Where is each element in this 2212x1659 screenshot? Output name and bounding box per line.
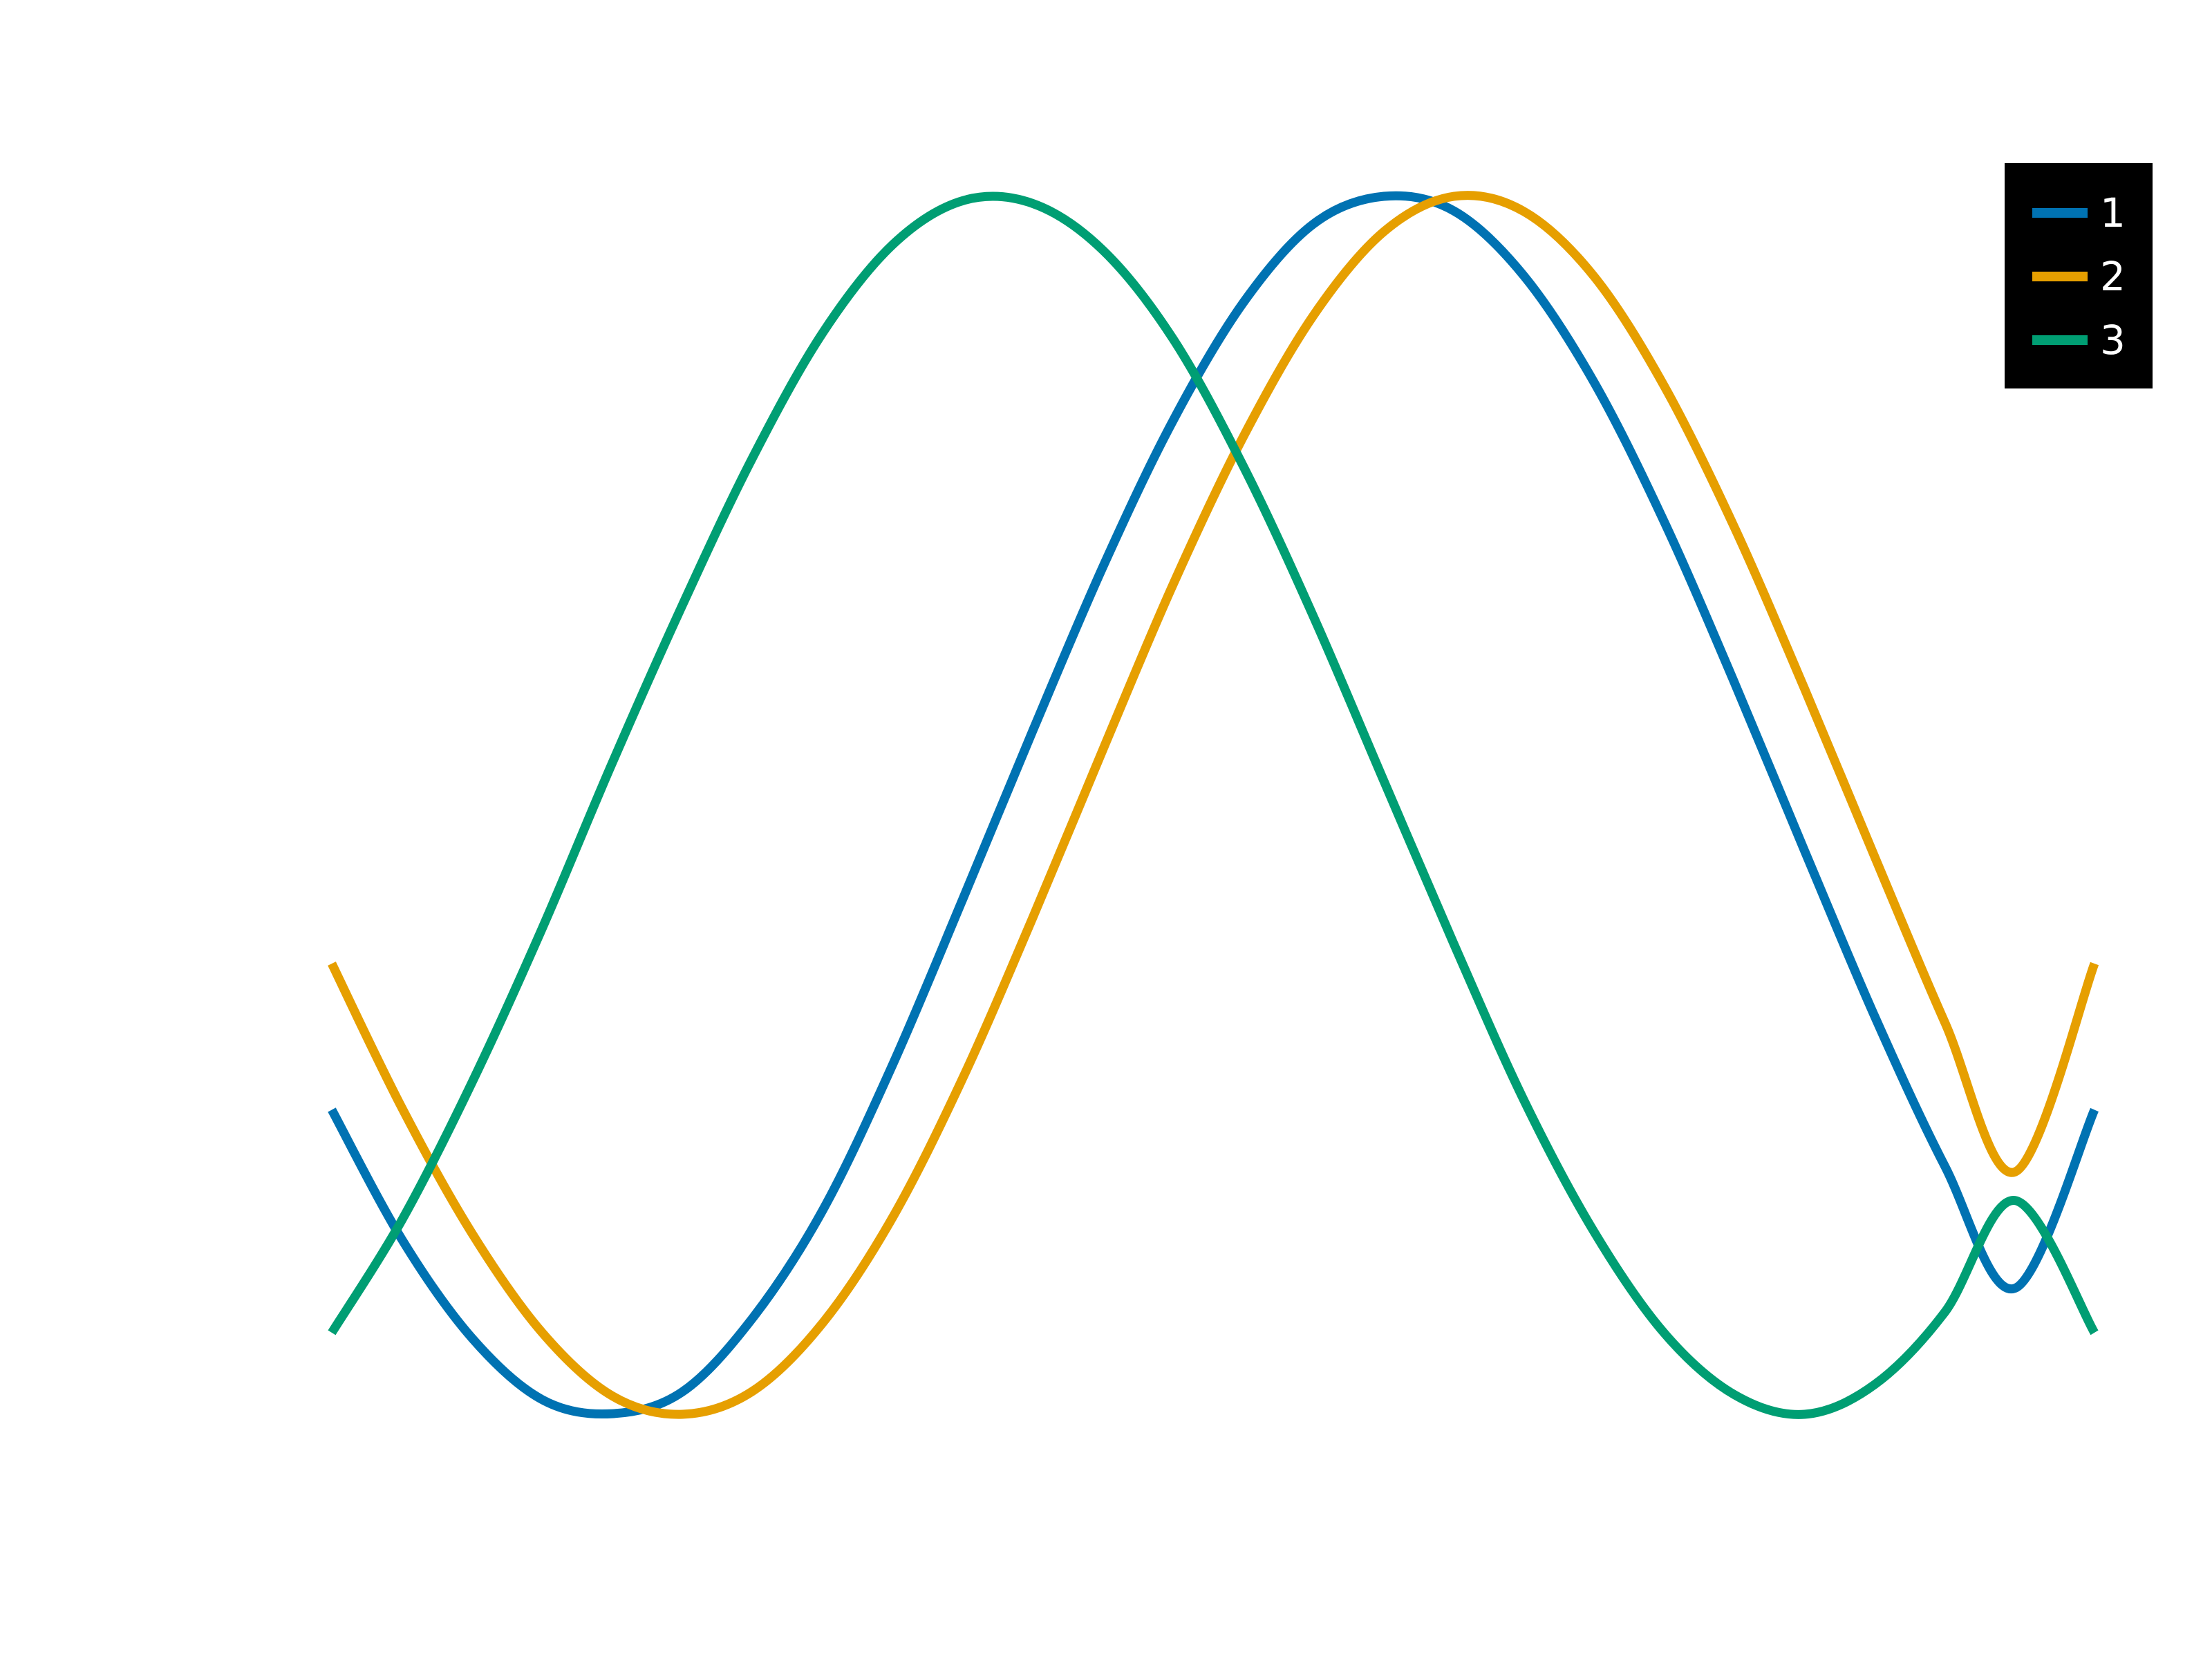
plot-area — [328, 191, 2099, 1419]
series-line-2 — [328, 191, 2099, 1419]
legend-label-3: 3 — [2100, 317, 2126, 364]
legend-label-1: 1 — [2100, 189, 2126, 236]
series-line-3 — [328, 191, 2099, 1419]
legend-label-2: 2 — [2100, 253, 2126, 300]
series-line-1 — [328, 191, 2099, 1419]
legend: 1 2 3 — [2005, 163, 2153, 388]
